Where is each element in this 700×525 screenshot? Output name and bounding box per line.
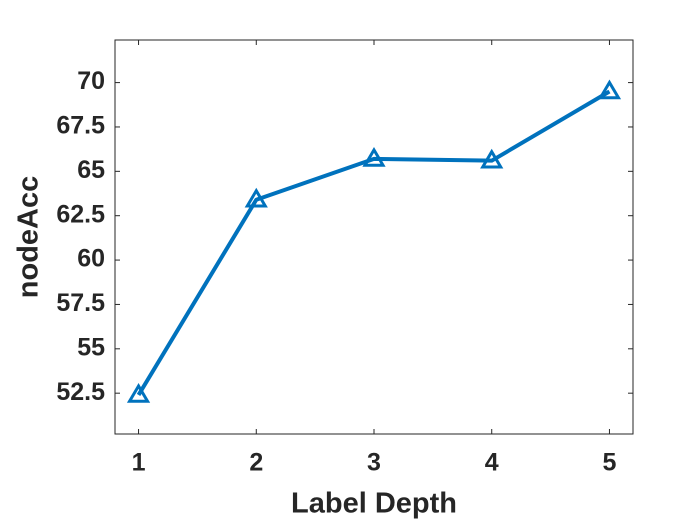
y-tick-label: 65 <box>77 156 105 184</box>
y-axis-label: nodeAcc <box>13 176 45 298</box>
y-tick-label: 67.5 <box>56 112 105 140</box>
data-line <box>136 89 611 396</box>
x-axis-label: Label Depth <box>291 488 457 520</box>
y-tick-label: 57.5 <box>56 289 105 317</box>
x-tick-label: 3 <box>367 449 381 477</box>
y-tick-label: 60 <box>77 245 105 273</box>
x-tick-label: 2 <box>249 449 263 477</box>
data-point <box>126 382 151 403</box>
y-tick-label: 62.5 <box>56 200 105 228</box>
y-tick-label: 70 <box>77 67 105 95</box>
x-tick-label: 5 <box>603 449 617 477</box>
data-point <box>362 146 386 167</box>
x-tick-label: 4 <box>485 449 499 477</box>
x-tick-label: 1 <box>132 449 146 477</box>
data-point <box>597 79 622 100</box>
y-tick-label: 52.5 <box>56 378 105 406</box>
data-point <box>480 148 504 169</box>
data-point <box>244 187 268 208</box>
y-tick-label: 55 <box>77 333 105 361</box>
plot-area <box>114 39 634 435</box>
